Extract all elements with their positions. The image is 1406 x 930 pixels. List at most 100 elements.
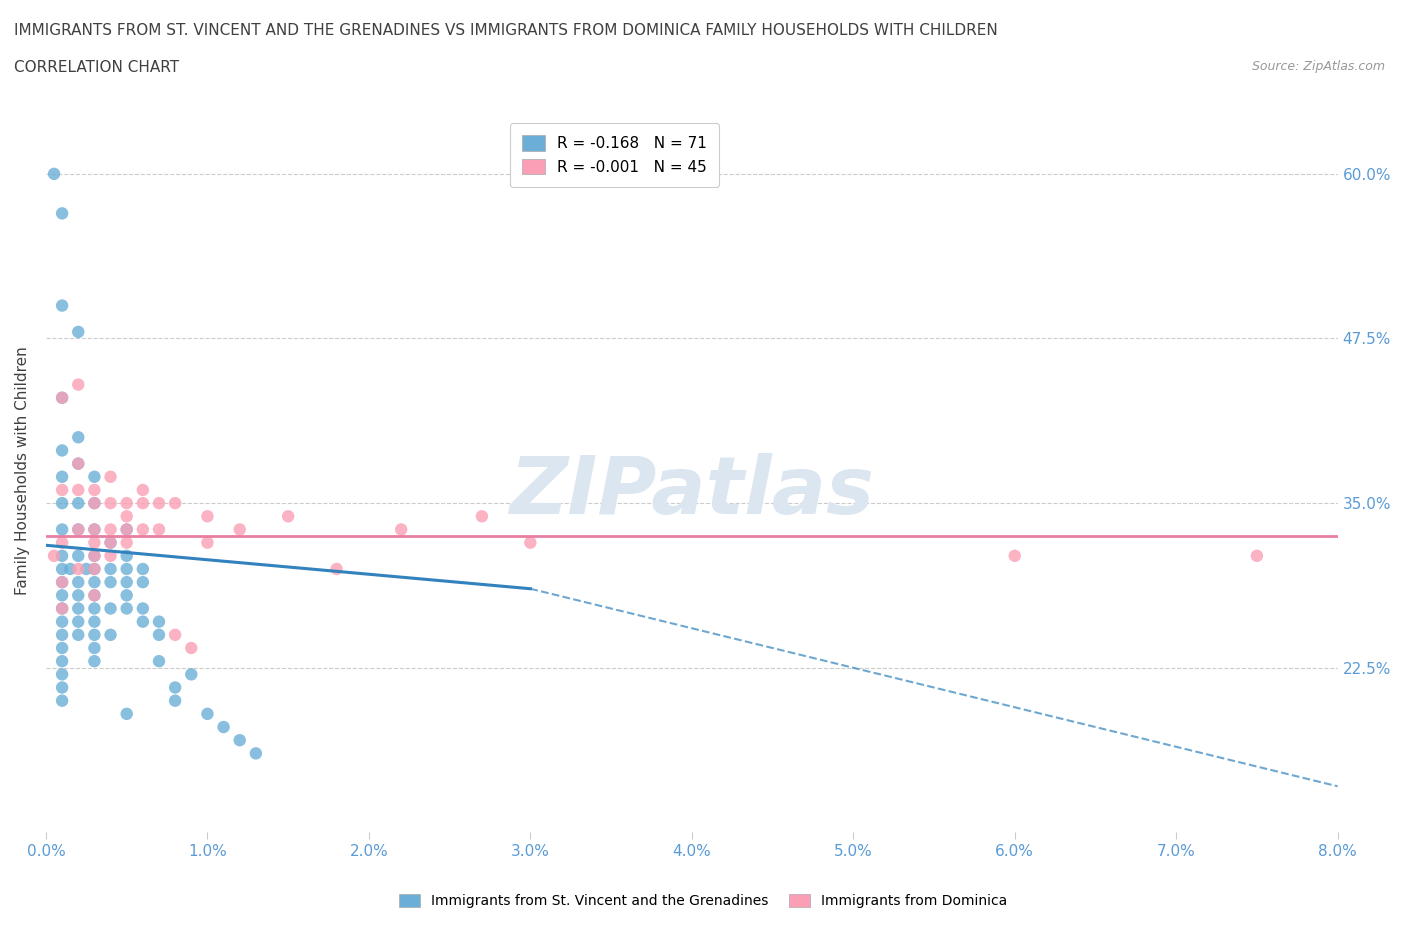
Point [83, 654, 105, 669]
Point [180, 667, 202, 682]
Point [83, 575, 105, 590]
Point [132, 496, 155, 511]
Point [148, 654, 170, 669]
Point [83, 601, 105, 616]
Point [100, 601, 122, 616]
Point [67, 325, 90, 339]
Point [100, 470, 122, 485]
Point [148, 522, 170, 537]
Point [83, 522, 105, 537]
Point [51, 522, 73, 537]
Point [148, 614, 170, 629]
Point [75, 562, 97, 577]
Point [115, 562, 138, 577]
Point [1246, 549, 1268, 564]
Point [51, 680, 73, 695]
Point [100, 535, 122, 550]
Legend: R = -0.168   N = 71, R = -0.001   N = 45: R = -0.168 N = 71, R = -0.001 N = 45 [509, 123, 718, 187]
Point [67, 496, 90, 511]
Point [197, 509, 219, 524]
Point [51, 470, 73, 485]
Point [197, 535, 219, 550]
Point [51, 443, 73, 458]
Point [115, 707, 138, 722]
Point [83, 588, 105, 603]
Point [83, 562, 105, 577]
Point [115, 549, 138, 564]
Point [67, 628, 90, 643]
Point [67, 457, 90, 472]
Point [1004, 549, 1026, 564]
Point [115, 522, 138, 537]
Point [277, 509, 299, 524]
Point [165, 680, 187, 695]
Point [165, 693, 187, 708]
Y-axis label: Family Households with Children: Family Households with Children [15, 346, 30, 594]
Point [132, 614, 155, 629]
Point [245, 746, 267, 761]
Point [519, 535, 541, 550]
Point [67, 614, 90, 629]
Point [471, 509, 494, 524]
Point [325, 562, 347, 577]
Point [132, 562, 155, 577]
Point [51, 299, 73, 313]
Point [212, 720, 235, 735]
Point [180, 641, 202, 656]
Point [51, 641, 73, 656]
Point [83, 549, 105, 564]
Point [100, 575, 122, 590]
Point [115, 522, 138, 537]
Point [67, 601, 90, 616]
Point [228, 733, 250, 748]
Point [51, 601, 73, 616]
Point [51, 628, 73, 643]
Point [148, 628, 170, 643]
Point [115, 601, 138, 616]
Point [165, 496, 187, 511]
Point [51, 575, 73, 590]
Point [42, 549, 65, 564]
Point [83, 496, 105, 511]
Point [228, 522, 250, 537]
Point [51, 693, 73, 708]
Point [67, 522, 90, 537]
Point [115, 496, 138, 511]
Point [83, 588, 105, 603]
Point [51, 588, 73, 603]
Point [51, 391, 73, 405]
Point [42, 166, 65, 181]
Point [132, 483, 155, 498]
Text: CORRELATION CHART: CORRELATION CHART [14, 60, 179, 75]
Point [51, 575, 73, 590]
Point [83, 535, 105, 550]
Point [100, 628, 122, 643]
Point [67, 588, 90, 603]
Legend: Immigrants from St. Vincent and the Grenadines, Immigrants from Dominica: Immigrants from St. Vincent and the Gren… [394, 889, 1012, 914]
Text: ZIPatlas: ZIPatlas [509, 453, 875, 531]
Point [389, 522, 412, 537]
Point [51, 562, 73, 577]
Point [115, 535, 138, 550]
Point [115, 575, 138, 590]
Point [115, 509, 138, 524]
Point [67, 430, 90, 445]
Point [148, 496, 170, 511]
Point [165, 628, 187, 643]
Point [83, 614, 105, 629]
Point [197, 707, 219, 722]
Point [51, 496, 73, 511]
Point [59, 562, 82, 577]
Point [132, 601, 155, 616]
Point [100, 496, 122, 511]
Point [83, 470, 105, 485]
Point [100, 522, 122, 537]
Point [67, 575, 90, 590]
Point [67, 522, 90, 537]
Point [51, 614, 73, 629]
Point [51, 654, 73, 669]
Point [51, 483, 73, 498]
Point [51, 206, 73, 220]
Point [83, 483, 105, 498]
Point [67, 378, 90, 392]
